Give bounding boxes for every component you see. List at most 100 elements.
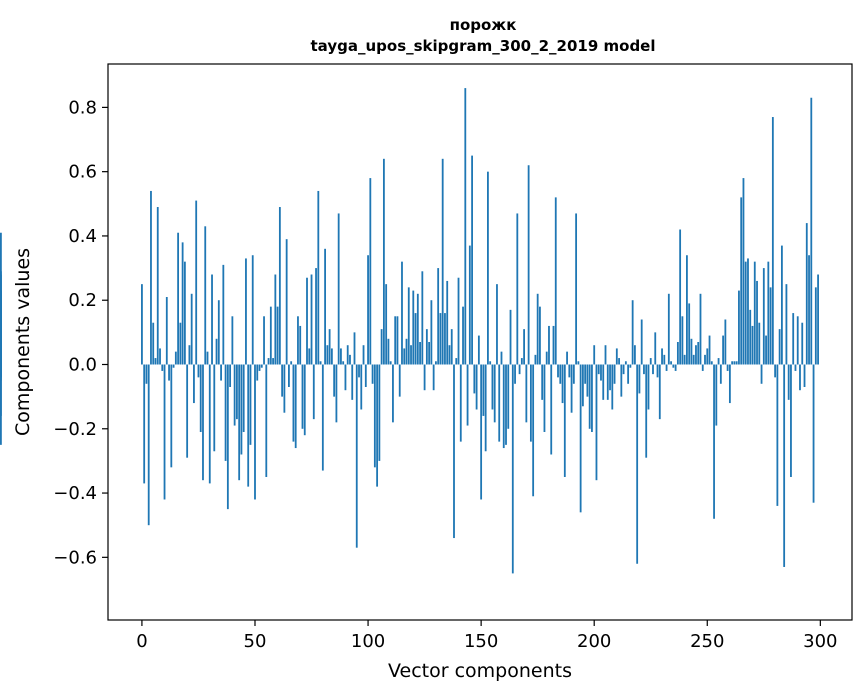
bar — [749, 309, 752, 365]
x-tick-label: 200 — [577, 631, 611, 652]
bar — [380, 329, 383, 365]
bar — [353, 332, 356, 365]
bar — [654, 332, 657, 365]
x-axis: 0 50 100 150 200 250 300 — [136, 620, 838, 652]
bar — [631, 300, 634, 365]
bar — [274, 274, 277, 365]
bar — [613, 364, 616, 384]
bar — [611, 364, 614, 410]
bar — [708, 335, 711, 365]
bar — [437, 268, 440, 365]
bar — [349, 354, 351, 365]
bar — [195, 200, 198, 365]
y-tick-label: −0.2 — [53, 419, 97, 440]
bar — [722, 335, 725, 365]
bar — [154, 358, 157, 365]
bar — [552, 325, 555, 365]
bar — [211, 274, 213, 365]
bar — [335, 364, 338, 423]
bar — [337, 213, 340, 365]
bar — [672, 364, 675, 368]
bar — [174, 351, 177, 365]
bar — [658, 364, 661, 420]
bar — [740, 197, 743, 365]
bar — [532, 364, 535, 497]
bar — [360, 364, 363, 410]
chart-title: порожк — [450, 16, 517, 34]
bar — [778, 329, 781, 365]
bar — [240, 364, 243, 455]
bar — [299, 325, 302, 365]
bar — [444, 313, 446, 365]
bar — [441, 158, 444, 365]
x-tick-label: 100 — [351, 631, 385, 652]
bar — [226, 364, 229, 510]
bar — [238, 364, 241, 481]
bar — [466, 364, 469, 426]
bar — [468, 245, 471, 365]
bar — [498, 364, 501, 442]
bar — [265, 364, 268, 477]
bar — [790, 364, 792, 477]
bar — [290, 361, 293, 365]
y-tick-label: 0.8 — [68, 97, 97, 118]
bar — [410, 345, 412, 365]
bar — [150, 190, 152, 365]
bar — [638, 364, 641, 394]
bar — [258, 364, 261, 371]
bar — [799, 364, 801, 391]
bar — [161, 364, 164, 371]
bar — [387, 338, 390, 365]
bar — [319, 361, 322, 365]
bar — [403, 348, 406, 365]
bar — [288, 364, 290, 387]
bar — [183, 261, 186, 365]
bar — [168, 364, 170, 381]
bar — [726, 364, 729, 371]
bar — [396, 316, 399, 365]
bar — [595, 364, 598, 481]
bar — [414, 313, 417, 365]
bar — [412, 290, 415, 365]
y-axis-label: Components values — [12, 248, 34, 436]
bar — [220, 364, 222, 381]
bar — [190, 293, 193, 365]
bar — [450, 329, 453, 365]
x-tick-label: 300 — [803, 631, 837, 652]
bar — [785, 284, 788, 365]
bar — [575, 213, 578, 365]
bar — [419, 342, 421, 365]
bar — [170, 364, 173, 468]
bar — [145, 364, 148, 384]
bar — [683, 354, 686, 365]
bar — [247, 364, 250, 487]
bar — [308, 348, 311, 365]
bar — [810, 97, 813, 365]
bar — [620, 364, 623, 397]
bar — [405, 338, 408, 365]
bar — [179, 322, 182, 365]
bar — [602, 364, 605, 400]
bar — [609, 364, 611, 391]
bar — [482, 364, 485, 416]
bar — [193, 364, 195, 404]
bar — [330, 348, 333, 365]
bar — [373, 364, 376, 468]
bar — [695, 345, 697, 365]
bar — [509, 309, 512, 365]
bar — [188, 345, 191, 365]
bar — [667, 293, 670, 365]
x-axis-label: Vector components — [388, 660, 572, 682]
bar — [455, 358, 458, 365]
y-tick-label: 0.0 — [68, 354, 97, 375]
bar — [213, 364, 216, 452]
bar — [629, 364, 632, 368]
y-axis: −0.6 −0.4 −0.2 0.0 0.2 0.4 0.6 0.8 — [53, 97, 108, 568]
bar — [204, 226, 207, 365]
bar — [643, 364, 645, 375]
bar — [229, 364, 232, 387]
bar — [141, 284, 143, 365]
bar — [586, 364, 589, 397]
bar — [561, 364, 564, 404]
bar — [769, 287, 772, 365]
